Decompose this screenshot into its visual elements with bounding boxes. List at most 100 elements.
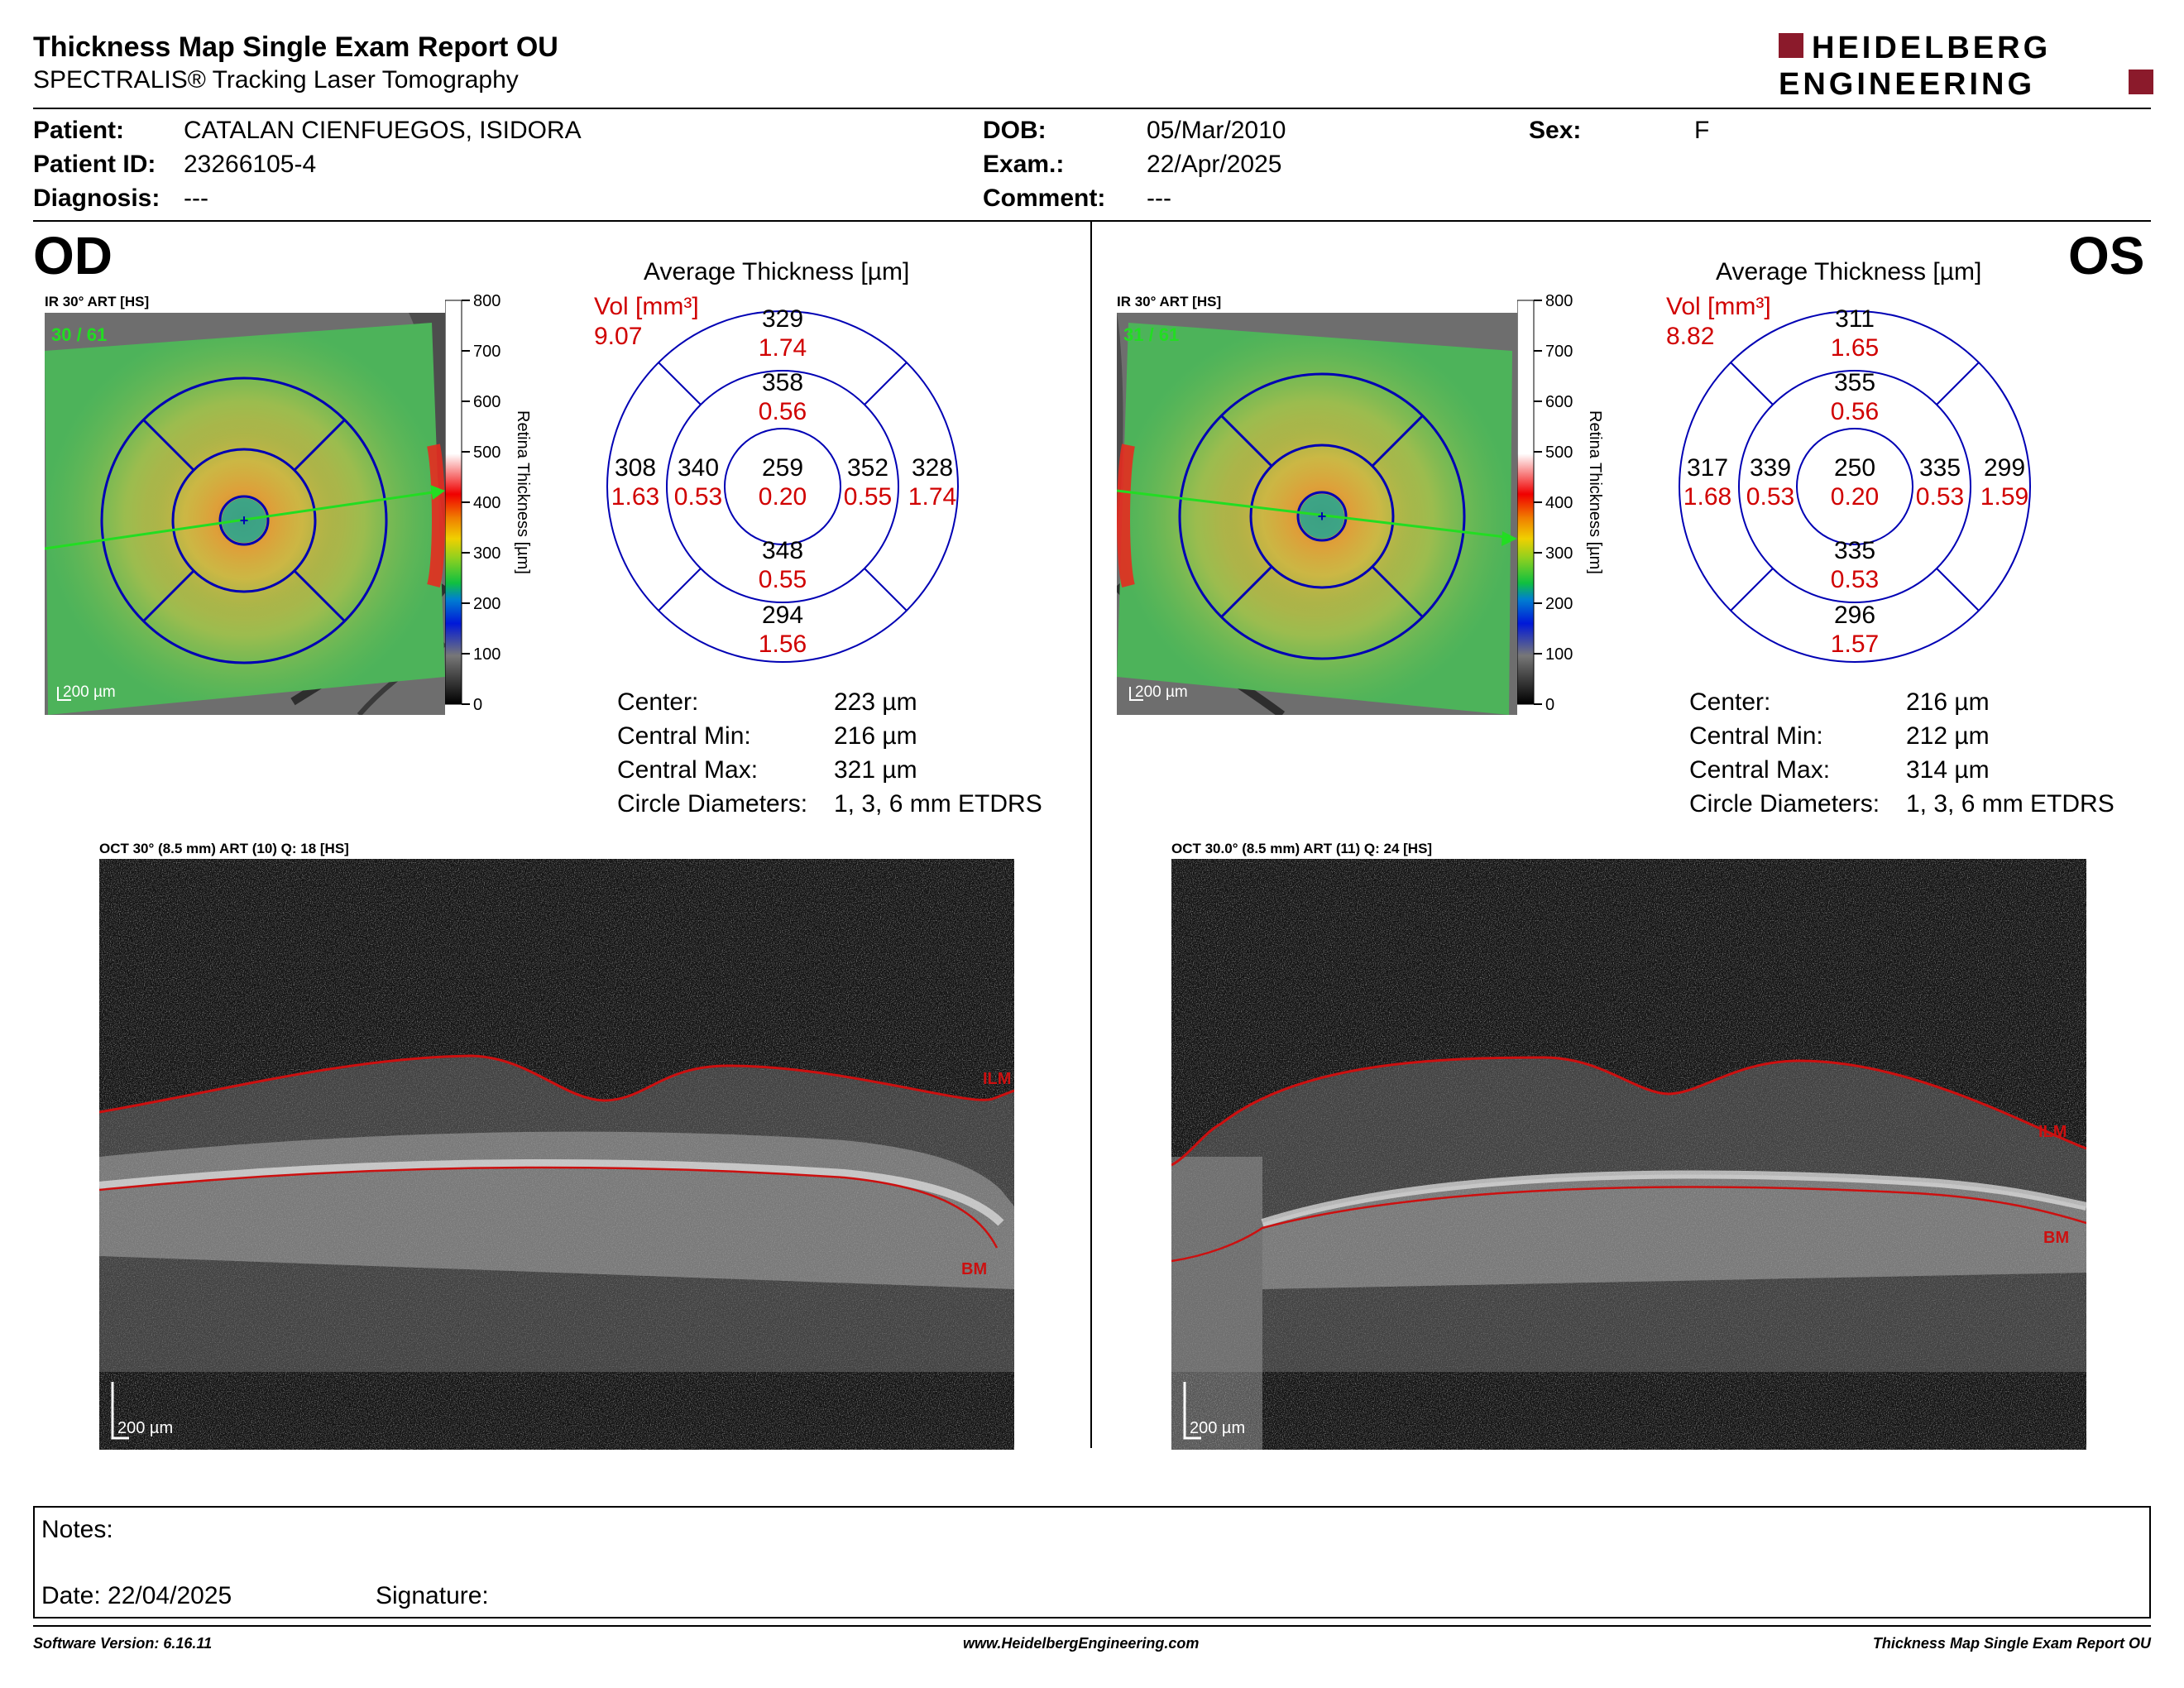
dob-label: DOB: (983, 117, 1046, 144)
svg-text:500: 500 (473, 444, 500, 462)
svg-text:0.20: 0.20 (1831, 483, 1879, 511)
os-summary-max-label: Central Max: (1689, 756, 1831, 784)
os-summary-diam-label: Circle Diameters: (1689, 790, 1880, 818)
od-fundus-scale: 200 µm (63, 683, 116, 701)
header-rule (33, 108, 2151, 109)
od-summary-min-value: 216 µm (834, 722, 917, 750)
od-inner-top: 358 (762, 369, 803, 396)
svg-text:100: 100 (1545, 645, 1573, 664)
patient-id-label: Patient ID: (33, 151, 156, 178)
svg-text:600: 600 (1545, 393, 1573, 411)
os-colorbar-ticks: 800 700 600 500 400 300 200 100 0 (1545, 295, 1573, 714)
svg-text:+: + (240, 512, 249, 529)
svg-text:0.55: 0.55 (844, 483, 892, 511)
os-oct-label: OCT 30.0° (8.5 mm) ART (11) Q: 24 [HS] (1171, 841, 1433, 856)
os-vol-value: 8.82 (1666, 323, 1714, 350)
os-summary-min-value: 212 µm (1906, 722, 1990, 750)
od-oct-bscan: ILM BM 200 µm (99, 859, 1014, 1450)
logo-line2: ENGINEERING (1779, 67, 2035, 101)
os-outer-bottom: 296 (1834, 602, 1875, 629)
svg-text:0.56: 0.56 (759, 398, 807, 425)
svg-text:+: + (1318, 508, 1327, 525)
software-version: Software Version: 6.16.11 (33, 1635, 213, 1652)
svg-text:1.68: 1.68 (1684, 483, 1731, 511)
svg-text:0.53: 0.53 (1916, 483, 1964, 511)
od-colorbar: 800 700 600 500 400 300 200 100 0 Retina… (445, 295, 532, 714)
notes-label: Notes: (41, 1516, 113, 1543)
svg-text:0.53: 0.53 (1746, 483, 1794, 511)
svg-text:0.20: 0.20 (759, 483, 807, 511)
od-center: 259 (762, 454, 803, 482)
od-vol-label: Vol [mm³] (594, 293, 699, 320)
svg-text:400: 400 (473, 494, 500, 512)
heidelberg-logo: HEIDELBERG ENGINEERING (1779, 31, 2153, 101)
svg-text:400: 400 (1545, 494, 1573, 512)
os-outer-right: 299 (1984, 454, 2025, 482)
patient-rule (33, 220, 2151, 222)
od-outer-right: 328 (912, 454, 953, 482)
svg-text:100: 100 (473, 645, 500, 664)
os-center: 250 (1834, 454, 1875, 482)
od-etdrs-grid: Vol [mm³] 9.07 329 1.74 358 0.56 308 1.6… (594, 293, 959, 663)
os-summary-max-value: 314 µm (1906, 756, 1990, 784)
os-ilm-label: ILM (2038, 1123, 2067, 1141)
od-ir-label: IR 30° ART [HS] (45, 294, 150, 309)
eye-label-os: OS (2068, 226, 2145, 285)
dob-value: 05/Mar/2010 (1147, 117, 1286, 144)
svg-text:700: 700 (1545, 343, 1573, 361)
svg-text:300: 300 (1545, 544, 1573, 563)
date-label: Date: 22/04/2025 (41, 1582, 232, 1609)
od-outer-top: 329 (762, 305, 803, 333)
od-summary-max-label: Central Max: (617, 756, 759, 784)
notes-box: Notes: Date: 22/04/2025 Signature: (33, 1506, 2151, 1618)
od-bm-label: BM (961, 1260, 987, 1278)
od-summary-diam-label: Circle Diameters: (617, 790, 808, 818)
footer-rule (33, 1625, 2151, 1627)
os-oct-bscan: ILM BM 200 µm (1171, 859, 2086, 1450)
od-outer-bottom: 294 (762, 602, 803, 629)
os-fundus-scale: 200 µm (1135, 683, 1188, 701)
logo-line1: HEIDELBERG (1812, 31, 2051, 65)
svg-text:0: 0 (1545, 696, 1554, 714)
od-oct-label: OCT 30° (8.5 mm) ART (10) Q: 18 [HS] (99, 841, 349, 856)
signature-label: Signature: (376, 1582, 489, 1609)
os-summary-min-label: Central Min: (1689, 722, 1823, 750)
svg-text:500: 500 (1545, 444, 1573, 462)
diagnosis-value: --- (184, 185, 208, 212)
patient-label: Patient: (33, 117, 125, 144)
od-outer-left: 308 (615, 454, 656, 482)
eye-label-od: OD (33, 226, 113, 285)
os-colorbar-title: Retina Thickness [µm] (1586, 410, 1604, 574)
company-website[interactable]: www.HeidelbergEngineering.com (963, 1635, 1200, 1652)
od-frame-counter: 30 / 61 (51, 324, 107, 345)
od-oct-scale: 200 µm (117, 1419, 173, 1437)
svg-text:0.55: 0.55 (759, 566, 807, 593)
od-summary-min-label: Central Min: (617, 722, 751, 750)
svg-text:200: 200 (473, 595, 500, 613)
svg-text:1.65: 1.65 (1831, 334, 1879, 362)
exam-value: 22/Apr/2025 (1147, 151, 1282, 178)
os-etdrs-grid: Vol [mm³] 8.82 311 1.65 355 0.56 317 1.6… (1666, 293, 2031, 663)
svg-text:0.53: 0.53 (674, 483, 722, 511)
os-vol-label: Vol [mm³] (1666, 293, 1771, 320)
od-summary-max-value: 321 µm (834, 756, 917, 784)
os-outer-top: 311 (1835, 305, 1875, 333)
os-frame-counter: 31 / 61 (1123, 324, 1179, 345)
od-inner-left: 340 (678, 454, 719, 482)
footer-report-title: Thickness Map Single Exam Report OU (1872, 1635, 2151, 1652)
od-colorbar-title: Retina Thickness [µm] (514, 410, 532, 574)
svg-text:1.57: 1.57 (1831, 631, 1879, 658)
od-inner-right: 352 (847, 454, 888, 482)
diagnosis-label: Diagnosis: (33, 185, 160, 212)
comment-label: Comment: (983, 185, 1106, 212)
sex-value: F (1694, 117, 1710, 144)
svg-text:200: 200 (1545, 595, 1573, 613)
svg-text:0.53: 0.53 (1831, 566, 1879, 593)
eye-divider (1090, 222, 1092, 1448)
os-inner-right: 335 (1919, 454, 1961, 482)
os-ir-label: IR 30° ART [HS] (1117, 294, 1222, 309)
os-inner-left: 339 (1750, 454, 1791, 482)
od-colorbar-ticks: 800 700 600 500 400 300 200 100 0 (473, 295, 500, 714)
od-summary-center-label: Center: (617, 688, 699, 716)
sex-label: Sex: (1529, 117, 1582, 144)
